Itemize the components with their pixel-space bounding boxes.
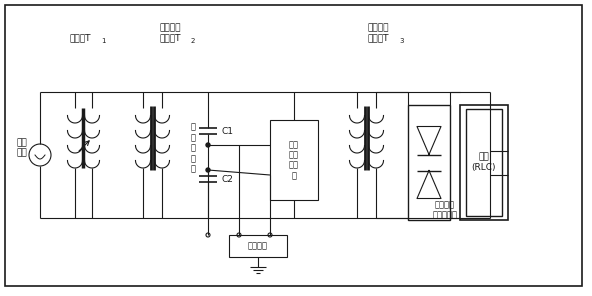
Text: C1: C1 [222,126,234,136]
Text: 工频
电源: 工频 电源 [17,138,27,158]
Bar [270,120,318,200]
Bar [229,235,287,257]
Text: 测量装置: 测量装置 [248,242,268,250]
Text: 单相升压: 单相升压 [159,23,181,33]
Circle shape [206,143,210,147]
Text: 电
容
分
压
器: 电 容 分 压 器 [191,123,195,173]
Bar [408,105,450,220]
Text: C2: C2 [222,175,234,184]
Text: 变压器T: 变压器T [367,33,389,43]
Text: 变压器T: 变压器T [159,33,181,43]
Text: 1: 1 [101,38,105,44]
Text: 2: 2 [191,38,195,44]
Text: 调压器T: 调压器T [69,33,91,43]
Text: 单相全控
整流桥负荷: 单相全控 整流桥负荷 [433,200,458,220]
Bar [460,105,508,220]
Circle shape [206,168,210,172]
Text: 3: 3 [399,38,404,44]
Bar [466,109,502,216]
Text: 待检
电压
互感
器: 待检 电压 互感 器 [289,140,299,180]
Text: 负载
(RLC): 负载 (RLC) [472,153,496,172]
Text: 单相降压: 单相降压 [367,23,389,33]
